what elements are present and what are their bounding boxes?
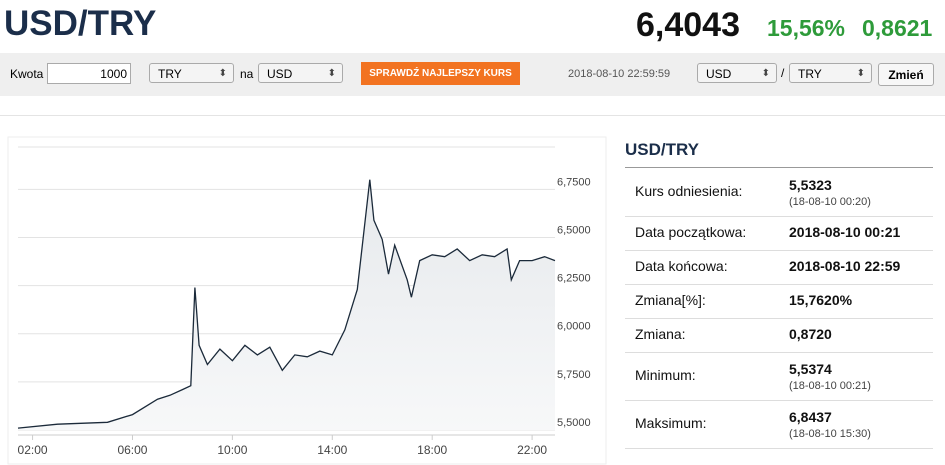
row-value: 6,8437 xyxy=(789,409,832,425)
y-tick-label: 5,5000 xyxy=(557,417,591,429)
row-value: 15,7620% xyxy=(789,292,853,308)
row-value: 2018-08-10 00:21 xyxy=(789,224,901,240)
to-select[interactable]: USD xyxy=(258,63,343,84)
row-label: Zmiana: xyxy=(635,326,686,342)
row-sub: (18-08-10 00:21) xyxy=(789,380,871,392)
check-button[interactable]: SPRAWDŹ NAJLEPSZY KURS xyxy=(361,62,520,85)
panel-row: Data początkowa: 2018-08-10 00:21 xyxy=(625,216,933,251)
to-label: na xyxy=(240,67,254,81)
y-tick-label: 5,7500 xyxy=(557,369,591,381)
chart-frame xyxy=(7,136,607,465)
y-tick-label: 6,2500 xyxy=(557,273,591,285)
x-tick-label: 02:00 xyxy=(18,443,48,457)
row-label: Data początkowa: xyxy=(635,224,747,240)
chart: 5,5000 5,7500 6,0000 6,2500 6,5000 6,7500 02:0… xyxy=(7,136,607,465)
row-value: 5,5374 xyxy=(789,361,832,377)
line xyxy=(17,179,556,429)
price: 6,4043 xyxy=(636,6,740,44)
panel-row: Data końcowa: 2018-08-10 22:59 xyxy=(625,250,933,285)
line-area xyxy=(18,179,555,430)
timestamp: 2018-08-10 22:59:59 xyxy=(568,68,671,80)
panel-row: Minimum: 5,5374 (18-08-10 00:21) xyxy=(625,352,933,401)
x-tick-label: 10:00 xyxy=(217,443,247,457)
panel-title: USD/TRY xyxy=(625,140,699,159)
amount-label: Kwota xyxy=(10,67,44,81)
x-tick-label: 22:00 xyxy=(517,443,547,457)
row-sub: (18-08-10 00:20) xyxy=(789,196,871,208)
x-tick-label: 06:00 xyxy=(117,443,147,457)
switch-button[interactable]: Zmień xyxy=(878,63,934,86)
pair-title: USD/TRY xyxy=(4,4,157,43)
row-label: Maksimum: xyxy=(635,415,707,431)
x-tick-label: 18:00 xyxy=(417,443,447,457)
pair-from-select[interactable]: USD xyxy=(697,63,777,84)
divider xyxy=(0,115,945,116)
amount-input[interactable]: 1000 xyxy=(47,63,131,84)
y-tick-label: 6,7500 xyxy=(557,176,591,188)
pair-to-select[interactable]: TRY xyxy=(789,63,872,84)
y-tick-label: 6,5000 xyxy=(557,224,591,236)
change: 0,8621 xyxy=(862,15,933,41)
change-pct: 15,56% xyxy=(767,15,846,41)
row-value: 2018-08-10 22:59 xyxy=(789,258,901,274)
row-label: Kurs odniesienia: xyxy=(635,183,743,199)
row-label: Zmiana[%]: xyxy=(635,292,706,308)
from-select[interactable]: TRY xyxy=(149,63,234,84)
y-tick-label: 6,0000 xyxy=(557,321,591,333)
panel-row: Kurs odniesienia: 5,5323 (18-08-10 00:20) xyxy=(625,168,933,217)
row-value: 0,8720 xyxy=(789,326,832,342)
panel-row: Zmiana: 0,8720 xyxy=(625,318,933,353)
pair-separator: / xyxy=(781,66,785,80)
panel-row: Zmiana[%]: 15,7620% xyxy=(625,284,933,319)
row-value: 5,5323 xyxy=(789,177,832,193)
row-label: Minimum: xyxy=(635,367,696,383)
row-label: Data końcowa: xyxy=(635,258,728,274)
x-tick-label: 14:00 xyxy=(317,443,347,457)
panel-row: Maksimum: 6,8437 (18-08-10 15:30) xyxy=(625,400,933,449)
panel-divider xyxy=(625,167,933,168)
row-sub: (18-08-10 15:30) xyxy=(789,428,871,440)
